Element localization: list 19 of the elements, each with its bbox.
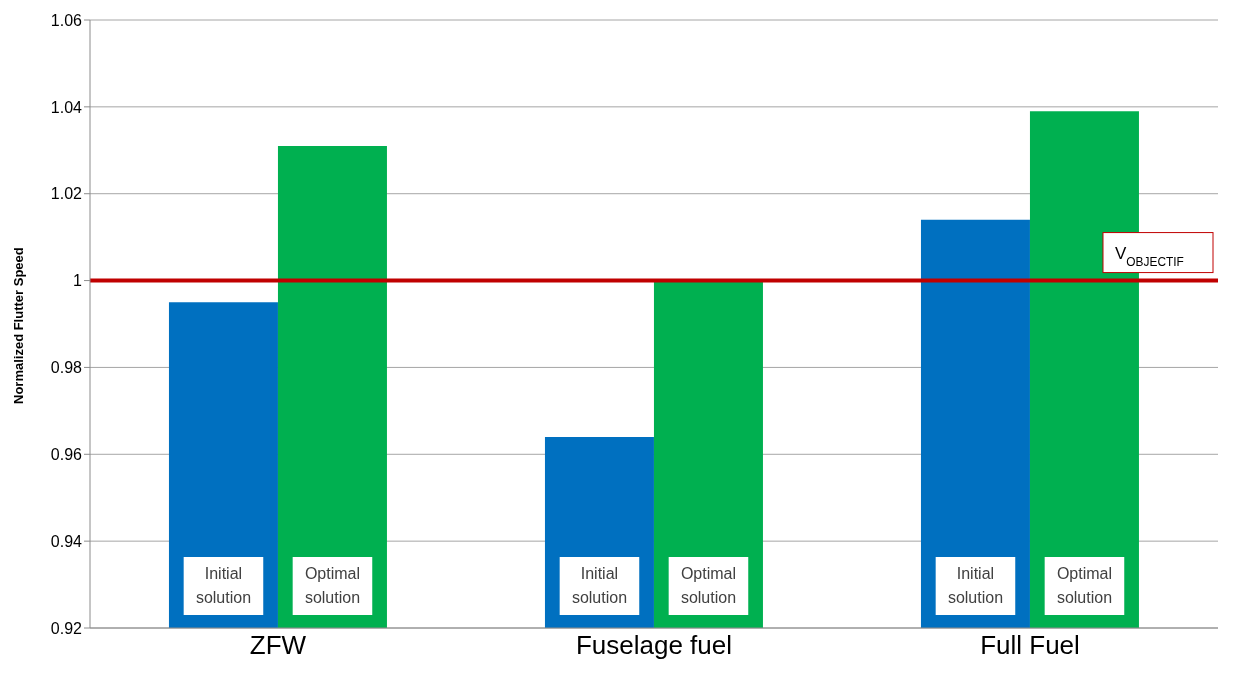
y-tick-label: 1.02 (50, 185, 83, 203)
series-label: Optimal solution (304, 565, 361, 606)
y-tick-label: 0.96 (50, 445, 83, 463)
x-tick-label: Full Fuel (980, 630, 1080, 661)
x-tick-label: Fuselage fuel (575, 630, 733, 661)
text: Initial solution (947, 565, 1004, 606)
text: Optimal solution (680, 565, 737, 606)
y-tick-label: 0.98 (50, 359, 83, 377)
ref-line-label: V$_{OBJECTIF}$ (1115, 243, 1184, 269)
y-tick-label: 1.06 (50, 11, 83, 29)
y-tick-label: 0.94 (50, 532, 83, 550)
y-tick-label: 1.04 (50, 98, 83, 116)
series-label: Initial solution (195, 565, 252, 606)
text: Optimal solution (1056, 565, 1113, 606)
text: Initial solution (571, 565, 628, 606)
y-tick-label: 1 (73, 272, 83, 290)
y-tick-label: 0.92 (50, 619, 83, 637)
x-tick-label: ZFW (249, 630, 307, 661)
y-axis-title: Normalized Flutter Speed (10, 247, 26, 404)
